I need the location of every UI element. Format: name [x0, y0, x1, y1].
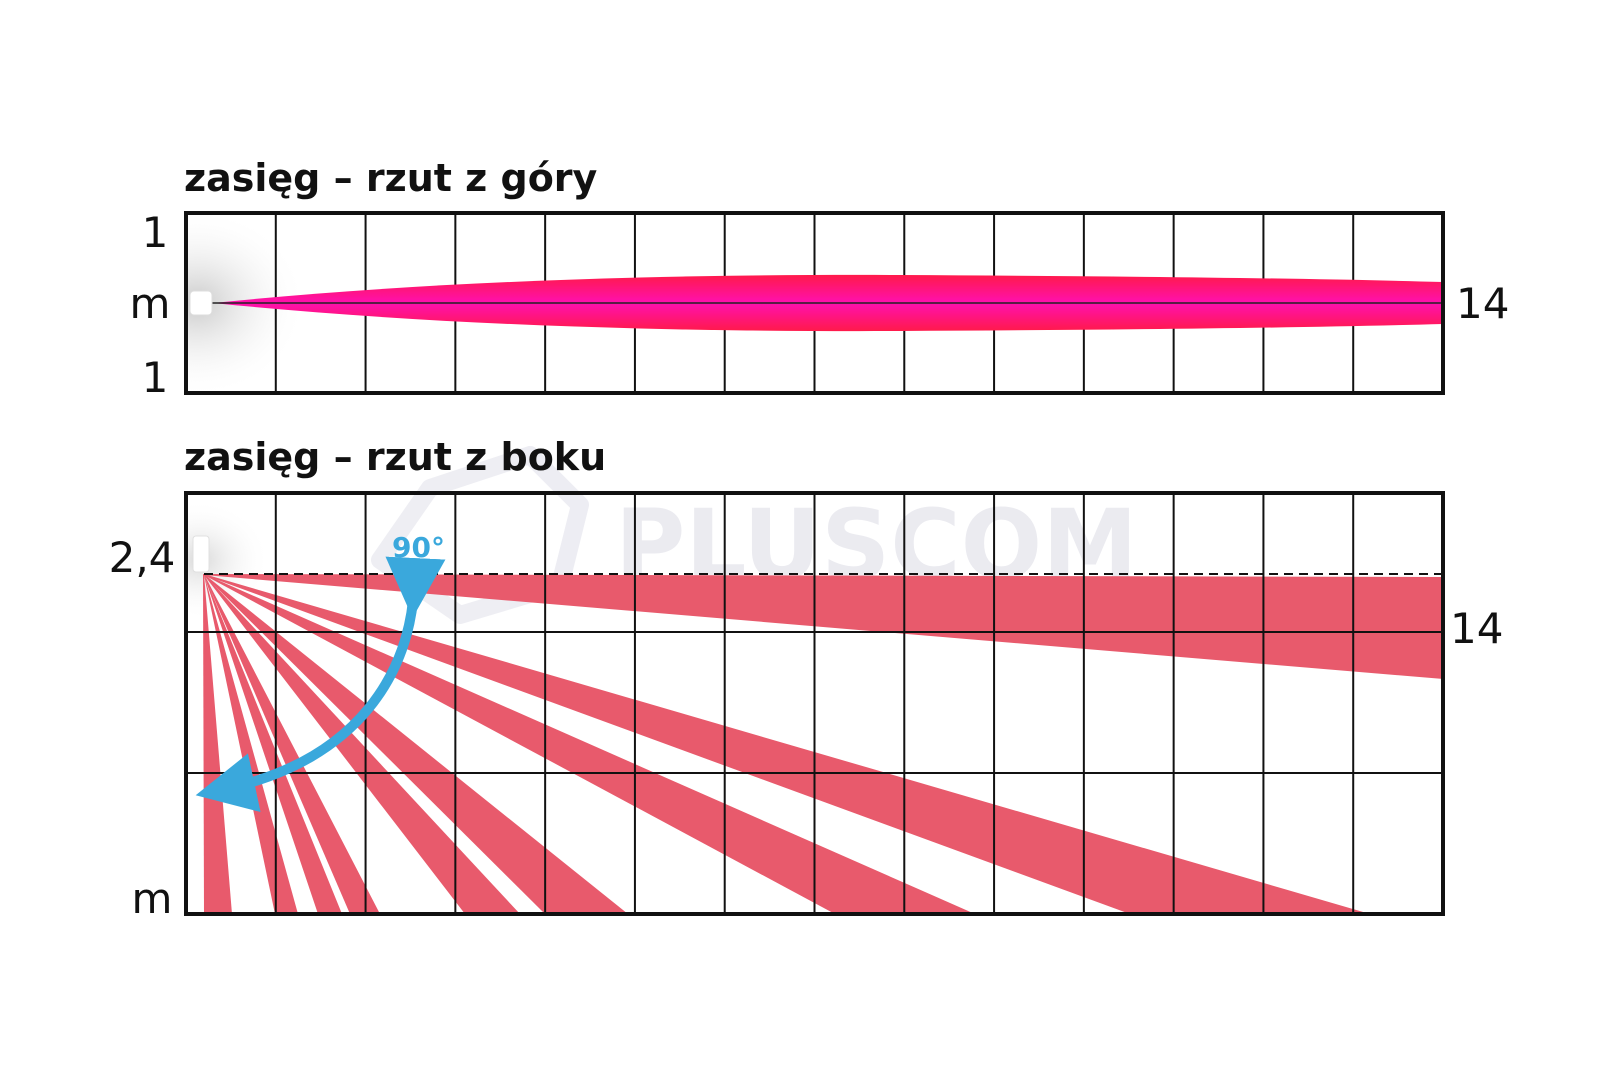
- top-view-frame: [184, 211, 1445, 395]
- side-view-beams: [203, 574, 1442, 914]
- side-view-range-label: 14: [1450, 604, 1503, 653]
- top-view-y-unit-label: m: [130, 279, 171, 328]
- side-view-panel: 90°: [184, 491, 1445, 916]
- sensor-icon: [189, 290, 213, 316]
- side-view-y-unit-label: m: [132, 874, 173, 923]
- rotation-arrow-icon: [195, 556, 446, 813]
- top-view-title: zasięg – rzut z góry: [184, 156, 598, 200]
- sensor-icon: [192, 535, 210, 573]
- top-view-range-label: 14: [1456, 279, 1509, 328]
- rotation-angle-label: 90°: [392, 531, 445, 564]
- detection-beam: [204, 574, 1442, 679]
- side-view-title: zasięg – rzut z boku: [184, 435, 606, 479]
- top-view-y-bottom-label: 1: [142, 353, 169, 402]
- side-view-frame: [184, 491, 1445, 916]
- top-view-panel: [184, 211, 1445, 395]
- detection-beam: [204, 574, 1370, 914]
- top-view-y-top-label: 1: [142, 208, 169, 257]
- side-view-height-label: 2,4: [109, 533, 176, 582]
